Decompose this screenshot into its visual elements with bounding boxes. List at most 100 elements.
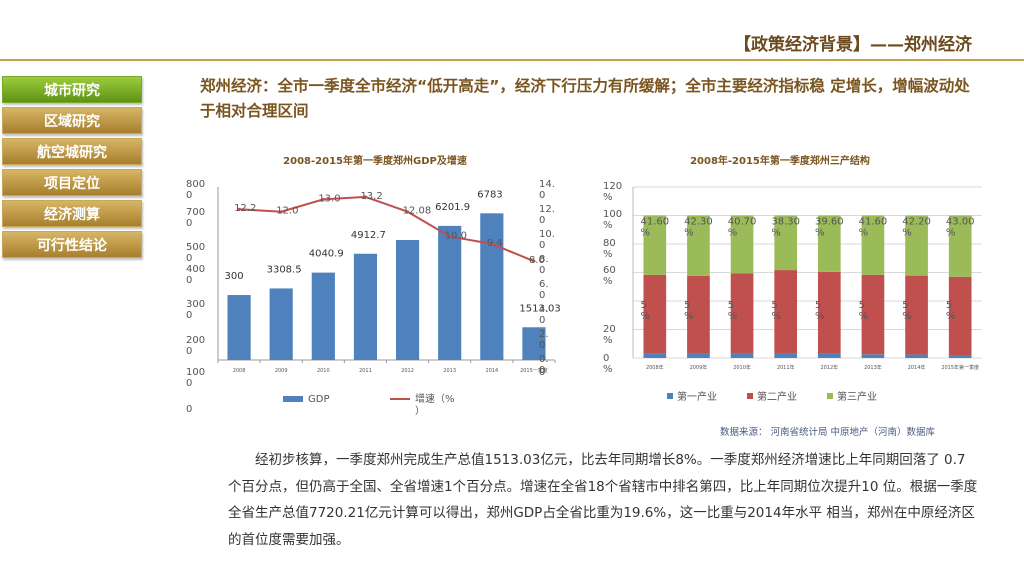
growth-rate-label: 12.0 bbox=[276, 206, 298, 217]
stack-segment-secondary bbox=[817, 271, 841, 354]
gdp-bar-label: 6783 bbox=[477, 189, 502, 200]
growth-rate-label: 8.0 bbox=[529, 255, 545, 266]
right-axis-tick-label: 4. 0 bbox=[539, 304, 549, 326]
left-axis-tick-label: 700 0 bbox=[186, 207, 205, 229]
tertiary-share-label: 38.30% bbox=[771, 217, 800, 239]
secondary-share-label: 5% bbox=[859, 300, 869, 322]
x-tick-label: 2010 bbox=[317, 368, 330, 374]
gdp-bar-label: 4912.7 bbox=[351, 230, 386, 241]
stack-segment-primary bbox=[687, 353, 710, 358]
stack-segment-secondary bbox=[905, 275, 928, 355]
gdp-bar bbox=[269, 288, 293, 360]
growth-rate-point bbox=[448, 234, 452, 238]
gdp-bar bbox=[311, 272, 335, 360]
secondary-share-label: 5% bbox=[640, 300, 650, 322]
growth-rate-label: 9.4 bbox=[487, 238, 503, 249]
secondary-share-label: 5% bbox=[946, 300, 956, 322]
x-tick-label: 2012年 bbox=[820, 364, 838, 371]
sidebar-item-feasibility-conclusion[interactable]: 可行性结论 bbox=[2, 231, 142, 258]
stack-segment-primary bbox=[643, 353, 667, 358]
gdp-bar-label: 6201.9 bbox=[435, 202, 470, 213]
tertiary-share-label: 41.60% bbox=[859, 217, 888, 239]
gdp-growth-chart: 300 2008 3308.5 2009 4040.9 2010 4912.7 2011 201… bbox=[186, 179, 561, 417]
right-axis-tick-label: 2. 0 bbox=[539, 329, 549, 351]
legend-growth-label: 增速（% bbox=[415, 392, 455, 405]
tertiary-share-label: 39.60% bbox=[815, 217, 844, 239]
gdp-bar bbox=[480, 213, 504, 360]
legend-swatch bbox=[747, 393, 753, 399]
sidebar-item-city-research[interactable]: 城市研究 bbox=[2, 76, 142, 103]
x-tick-label: 2012 bbox=[401, 368, 414, 374]
y-axis-tick-label: 120% bbox=[603, 181, 622, 203]
page-header-title: 【政策经济背景】——郑州经济 bbox=[734, 35, 972, 55]
gdp-bar bbox=[438, 225, 462, 360]
header-divider bbox=[0, 59, 1024, 61]
summary-paragraph: 经初步核算，一季度郑州完成生产总值1513.03亿元，比去年同期增长8%。一季度… bbox=[228, 447, 978, 553]
legend-growth-label-cont: ） bbox=[415, 405, 425, 417]
legend-gdp-label: GDP bbox=[308, 394, 329, 405]
growth-rate-point bbox=[490, 242, 494, 246]
y-axis-tick-label: 20% bbox=[603, 324, 616, 346]
gdp-bar-label: 4040.9 bbox=[309, 249, 344, 260]
x-tick-label: 2008年 bbox=[646, 364, 664, 371]
left-axis-tick-label: 300 0 bbox=[186, 299, 205, 321]
right-axis-tick-label: 14. 0 bbox=[539, 179, 555, 201]
x-tick-label: 2015年第一季度 bbox=[941, 364, 979, 371]
growth-rate-label: 12.2 bbox=[234, 203, 256, 214]
sidebar-item-economic-estimation[interactable]: 经济测算 bbox=[2, 200, 142, 227]
x-tick-label: 2009 bbox=[275, 368, 288, 374]
right-axis-tick-label: 8. 0 bbox=[539, 254, 549, 276]
stack-segment-secondary bbox=[730, 273, 754, 354]
x-tick-label: 2013 bbox=[443, 368, 456, 374]
structure-chart-title: 2008年-2015年第一季度郑州三产结构 bbox=[690, 156, 870, 167]
stack-segment-secondary bbox=[687, 275, 710, 354]
right-axis-tick-label: 12. 0 bbox=[539, 204, 555, 226]
stack-segment-primary bbox=[730, 353, 754, 358]
growth-rate-point bbox=[532, 259, 536, 263]
right-axis-tick-label: 10. 0 bbox=[539, 229, 555, 251]
sidebar-nav: 城市研究 区域研究 航空城研究 项目定位 经济测算 可行性结论 bbox=[2, 76, 142, 262]
left-axis-tick-label: 100 0 bbox=[186, 367, 205, 389]
sidebar-item-regional-research[interactable]: 区域研究 bbox=[2, 107, 142, 134]
stack-segment-secondary bbox=[774, 270, 798, 354]
x-tick-label: 2011年 bbox=[777, 364, 795, 371]
growth-rate-point bbox=[406, 210, 410, 214]
growth-rate-point bbox=[279, 210, 283, 214]
y-axis-tick-label: 0% bbox=[603, 353, 613, 375]
tertiary-share-label: 43.00% bbox=[946, 217, 975, 239]
sidebar-item-project-positioning[interactable]: 项目定位 bbox=[2, 169, 142, 196]
tertiary-share-label: 42.30% bbox=[684, 217, 713, 239]
secondary-share-label: 5% bbox=[728, 300, 738, 322]
gdp-bar bbox=[522, 327, 546, 360]
stack-segment-tertiary bbox=[817, 215, 841, 272]
x-tick-label: 2008 bbox=[233, 368, 246, 374]
sidebar-item-aviation-city-research[interactable]: 航空城研究 bbox=[2, 138, 142, 165]
stack-segment-primary bbox=[905, 354, 928, 358]
x-tick-label: 2013年 bbox=[864, 364, 882, 371]
x-tick-label: 2015一季度 bbox=[520, 367, 548, 374]
y-axis-tick-label: 60% bbox=[603, 265, 616, 287]
industry-structure-chart: 41.60 % 5 % 2008年 42.30 % 5 % 2009年 40.70 % 5 % 2010年 3… bbox=[603, 181, 982, 403]
right-axis-tick-label: 6. 0 bbox=[539, 279, 549, 301]
stack-segment-secondary bbox=[643, 274, 667, 354]
gdp-bar bbox=[227, 295, 251, 360]
growth-rate-label: 13.2 bbox=[360, 191, 382, 202]
left-axis-tick-label: 500 0 bbox=[186, 242, 205, 264]
x-tick-label: 2011 bbox=[359, 368, 372, 374]
secondary-share-label: 5% bbox=[684, 300, 694, 322]
x-tick-label: 2014年 bbox=[908, 364, 926, 371]
growth-rate-point bbox=[237, 207, 241, 211]
left-axis-tick-label: 0 bbox=[186, 404, 192, 415]
stack-segment-secondary bbox=[948, 276, 972, 356]
legend-gdp-swatch bbox=[283, 396, 303, 402]
summary-text: 经初步核算，一季度郑州完成生产总值1513.03亿元，比去年同期增长8%。一季度… bbox=[228, 452, 978, 548]
stack-segment-tertiary bbox=[905, 215, 928, 276]
stack-segment-primary bbox=[948, 355, 972, 358]
secondary-share-label: 5% bbox=[771, 300, 781, 322]
tertiary-share-label: 42.20% bbox=[902, 217, 931, 239]
left-axis-tick-label: 400 0 bbox=[186, 264, 205, 286]
stack-segment-tertiary bbox=[948, 215, 972, 277]
gdp-bar-label: 1513.03 bbox=[519, 303, 560, 314]
page-headline: 郑州经济：全市一季度全市经济“低开高走”，经济下行压力有所缓解；全市主要经济指标… bbox=[200, 77, 970, 120]
legend-label: 第二产业 bbox=[757, 390, 797, 403]
